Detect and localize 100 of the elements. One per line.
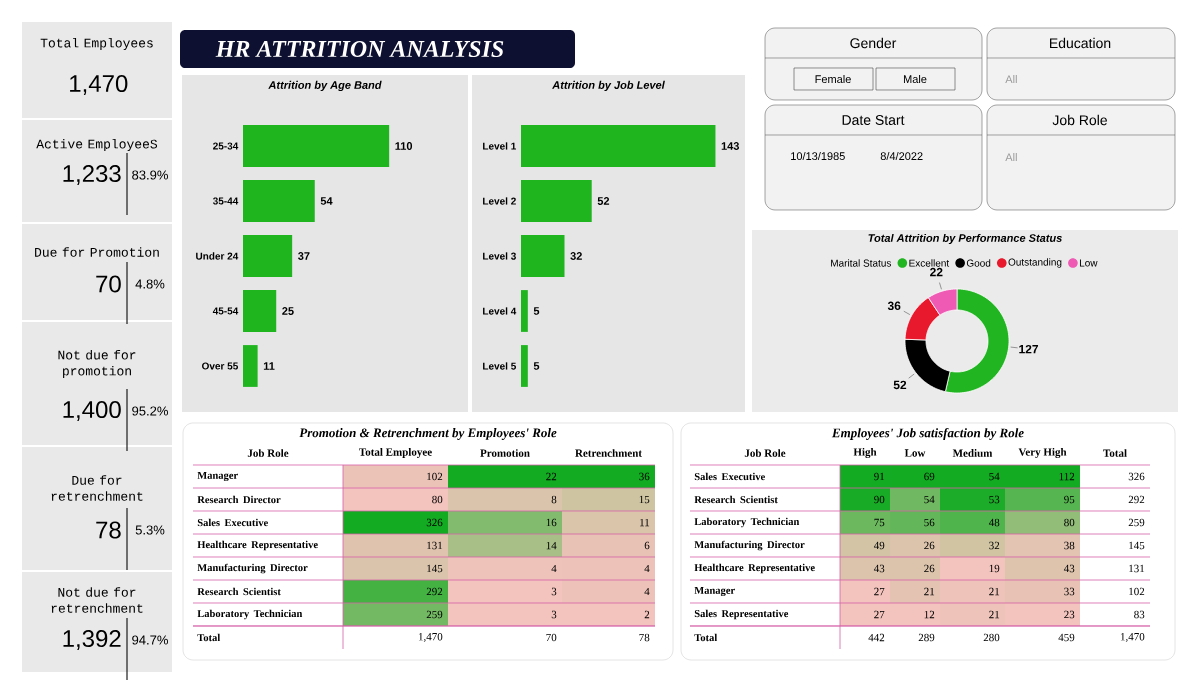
- y-tick-label: Manager: [197, 471, 238, 482]
- y-tick-label: 45-54: [212, 307, 239, 315]
- y-tick-label: Manufacturing Director: [694, 540, 805, 551]
- x-tick-label: Promotion: [480, 449, 530, 457]
- y-tick-label: Level 2: [483, 197, 516, 205]
- data-label: 4: [644, 587, 650, 596]
- text: 442: [868, 633, 885, 642]
- bar: [521, 345, 528, 387]
- text: 1,470: [70, 75, 128, 95]
- text: Total Employees: [40, 37, 153, 51]
- data-label: 48: [988, 518, 1000, 527]
- data-label: 32: [989, 541, 1000, 550]
- y-tick-label: Over 55: [202, 362, 239, 370]
- data-label: 12: [924, 610, 935, 619]
- text: All: [1005, 153, 1017, 161]
- x-tick-label: Very High: [1018, 447, 1067, 459]
- data-label: 54: [924, 495, 935, 504]
- data-label: 3: [551, 587, 557, 596]
- data-label: 8: [551, 495, 557, 504]
- data-label: 2: [644, 610, 650, 619]
- text: 326: [1128, 472, 1145, 481]
- data-label: 22: [546, 472, 557, 481]
- y-tick-label: Sales Representative: [694, 609, 789, 620]
- data-label: 11: [640, 518, 650, 527]
- text: 8/4/2022: [880, 151, 923, 161]
- x-tick-label: Total Employee: [359, 447, 432, 459]
- data-label: 5: [533, 362, 540, 370]
- text: Due for Promotion: [35, 247, 159, 257]
- y-tick-label: Level 4: [483, 307, 517, 315]
- text: 78: [96, 521, 121, 539]
- y-tick-label: Healthcare Representative: [694, 563, 815, 574]
- text: 1,392: [63, 630, 121, 650]
- legend-label: Low: [1079, 259, 1098, 267]
- data-label: 16: [546, 518, 557, 527]
- y-tick-label: Manufacturing Director: [197, 563, 308, 574]
- data-label: 259: [426, 610, 443, 619]
- y-tick-label: Level 5: [483, 362, 517, 370]
- text: 83: [1134, 610, 1145, 619]
- data-label: 19: [989, 564, 1000, 573]
- data-label: 43: [873, 564, 885, 573]
- y-tick-label: Sales Executive: [197, 518, 268, 527]
- text: 1,470: [1120, 633, 1145, 643]
- text: Education: [1050, 37, 1111, 49]
- chart-title: Promotion & Retrenchment by Employees' Role: [299, 428, 557, 440]
- bar: [243, 235, 293, 277]
- data-label: 143: [721, 142, 740, 150]
- data-label: 90: [874, 495, 885, 504]
- data-label: 80: [432, 495, 443, 504]
- text: All: [1005, 75, 1017, 83]
- text: Gender: [850, 37, 897, 49]
- y-tick-label: Healthcare Representative: [197, 540, 318, 551]
- x-tick-label: Retrenchment: [575, 449, 642, 457]
- y-tick-label: Laboratory Technician: [694, 517, 800, 528]
- text: 459: [1058, 633, 1075, 642]
- y-tick-label: Under 24: [196, 252, 239, 260]
- data-label: 15: [639, 495, 650, 504]
- chart-title: Attrition by Age Band: [268, 80, 382, 92]
- y-tick-label: Total: [694, 633, 718, 642]
- data-label: 38: [1064, 541, 1075, 550]
- data-label: 127: [1019, 344, 1039, 354]
- data-label: 326: [426, 518, 443, 527]
- y-tick-label: Research Scientist: [197, 587, 281, 596]
- data-label: 102: [427, 472, 443, 481]
- data-label: 32: [570, 252, 582, 260]
- bar: [521, 180, 592, 222]
- y-tick-label: Manager: [694, 586, 735, 597]
- y-axis-title: Job Role: [744, 449, 786, 457]
- data-label: 112: [1059, 472, 1075, 481]
- bar: [243, 125, 390, 167]
- x-tick-label: Medium: [952, 449, 993, 457]
- y-tick-label: Research Director: [197, 495, 281, 504]
- data-label: 4: [551, 564, 557, 573]
- text: 1,400: [63, 401, 121, 421]
- data-label: 5: [533, 307, 540, 315]
- data-label: 36: [887, 301, 901, 311]
- bar: [521, 290, 528, 332]
- bar: [243, 345, 258, 387]
- data-label: 26: [924, 541, 935, 550]
- data-label: 54: [320, 197, 333, 205]
- legend-label: Outstanding: [1008, 258, 1062, 268]
- text: 280: [983, 633, 1000, 642]
- data-label: 25: [282, 307, 294, 315]
- text: 83.9%: [132, 170, 168, 180]
- data-label: 21: [924, 587, 935, 596]
- x-tick-label: Total: [1103, 449, 1127, 457]
- data-label: 131: [427, 541, 443, 550]
- text: 1,233: [63, 165, 121, 185]
- legend-label: Excellent: [909, 259, 950, 267]
- data-label: 27: [874, 610, 885, 619]
- y-tick-label: Sales Executive: [694, 472, 765, 481]
- data-label: 95: [1064, 495, 1075, 504]
- data-label: 3: [551, 610, 557, 619]
- data-label: 36: [639, 472, 650, 481]
- text: Female: [815, 74, 851, 84]
- text: 1,470: [418, 633, 443, 643]
- bar: [521, 125, 716, 167]
- text: 94.7%: [132, 635, 168, 645]
- text: 145: [1129, 541, 1145, 550]
- data-label: 6: [644, 541, 650, 550]
- y-tick-label: 25-34: [213, 142, 239, 150]
